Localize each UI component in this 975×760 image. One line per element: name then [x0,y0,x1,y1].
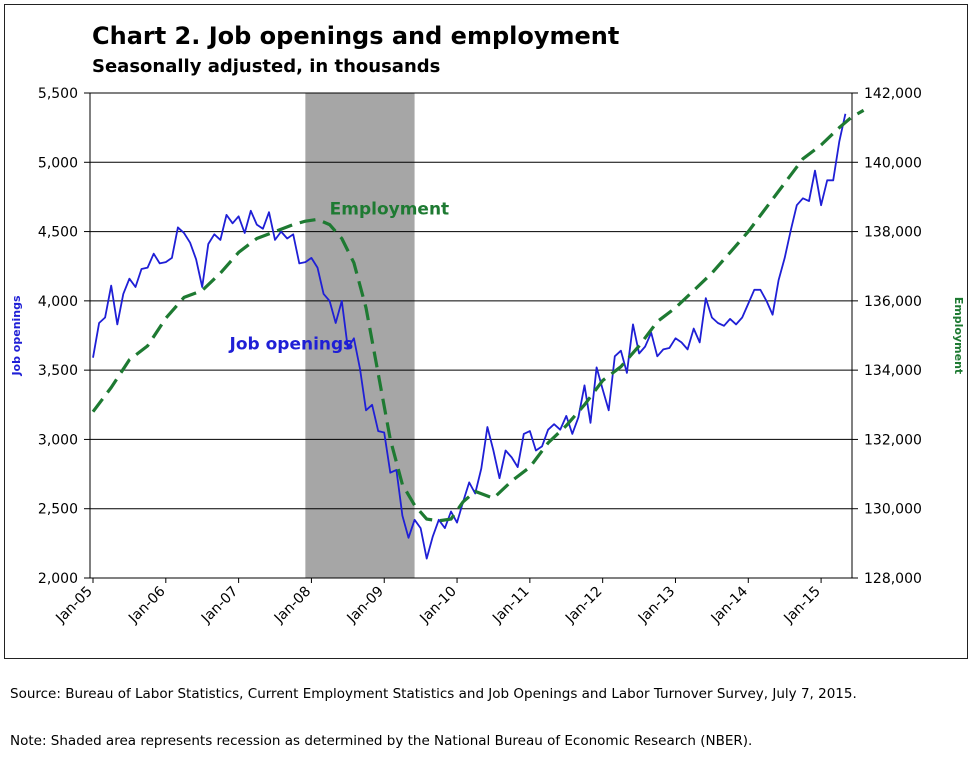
y-left-tick-label: 5,000 [38,155,78,171]
recession-note: Note: Shaded area represents recession a… [10,733,753,749]
y-left-tick-label: 2,500 [38,502,78,518]
x-tick-label: Jan-09 [344,584,387,627]
y-left-tick-label: 4,000 [38,294,78,310]
y-right-tick-label: 136,000 [864,294,922,310]
y-right-tick-label: 138,000 [864,225,922,241]
chart-frame [4,4,968,659]
job-openings-line [92,113,847,560]
y-right-axis-title: Employment [952,297,965,374]
recession-shade [305,93,415,578]
x-tick-label: Jan-13 [635,584,678,627]
y-right-tick-label: 130,000 [864,502,922,518]
x-tick-label: Jan-15 [780,584,823,627]
source-note: Source: Bureau of Labor Statistics, Curr… [10,686,857,702]
y-left-tick-label: 4,500 [38,225,78,241]
y-right-tick-label: 140,000 [864,155,922,171]
employment-label: Employment [330,199,450,219]
x-tick-label: Jan-12 [562,584,605,627]
y-left-axis-title: Job openings [10,295,23,377]
chart-subtitle: Seasonally adjusted, in thousands [92,56,440,77]
chart-title: Chart 2. Job openings and employment [92,22,619,50]
y-left-tick-label: 3,500 [38,363,78,379]
y-left-tick-label: 5,500 [38,86,78,102]
job-openings-label: Job openings [229,334,354,354]
x-tick-label: Jan-11 [489,584,532,627]
x-tick-label: Jan-07 [198,584,241,627]
x-tick-label: Jan-10 [416,584,459,627]
chart: Chart 2. Job openings and employment Sea… [10,22,965,627]
y-left-tick-label: 3,000 [38,432,78,448]
x-tick-label: Jan-05 [52,584,95,627]
employment-line [91,108,865,523]
y-right-tick-label: 142,000 [864,86,922,102]
y-right-tick-label: 134,000 [864,363,922,379]
y-right-tick-label: 128,000 [864,571,922,587]
x-tick-label: Jan-08 [271,584,314,627]
y-right-tick-label: 132,000 [864,432,922,448]
x-tick-label: Jan-06 [125,583,169,627]
plot-area: 2,000 2,500 3,000 3,500 4,000 4,500 5,000 5,500… [10,86,965,627]
y-left-tick-label: 2,000 [38,571,78,587]
plot-border [89,92,853,579]
x-tick-label: Jan-14 [708,583,752,627]
